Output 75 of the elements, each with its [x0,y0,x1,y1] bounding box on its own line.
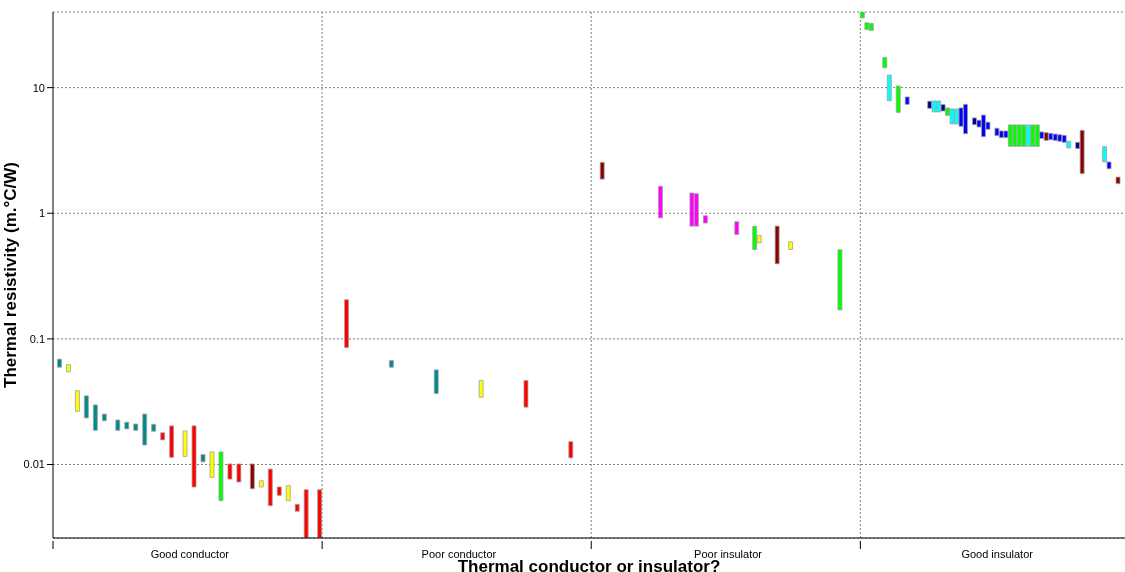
bar [227,463,233,480]
bar [101,413,107,422]
bar [886,74,892,102]
bar [788,241,793,250]
bar [344,299,349,348]
bar [868,23,874,31]
bar [1057,134,1063,142]
bar [1115,176,1121,185]
bar [66,364,71,373]
bar [864,22,870,30]
bar [169,425,174,458]
bar [895,85,901,113]
bar [940,104,946,112]
bar [182,430,188,457]
y-tick-label: 1 [38,207,45,220]
bar [702,215,708,224]
bar [1030,124,1036,147]
bar [658,185,663,219]
bar [133,423,139,431]
bar [904,96,910,105]
bar [151,423,157,432]
x-tick-label: Good conductor [150,548,230,560]
bar [931,100,937,113]
bar [1048,133,1054,141]
y-tick-label: 0.1 [29,332,45,345]
bar [1043,132,1049,141]
bar [209,451,215,478]
bar [1034,124,1040,147]
bar [433,369,439,394]
bar [1052,133,1058,141]
bar [994,127,1000,137]
bar [752,226,758,250]
bar [689,192,695,227]
bar [568,441,574,459]
bar [837,249,843,311]
bar [249,463,255,490]
bar [142,413,148,446]
y-tick-label: 0.01 [23,458,45,471]
bar [478,380,484,398]
bar [294,503,300,512]
bar [1079,129,1085,174]
bar [949,108,955,125]
y-axis-title: Thermal resistivity (m.°C/W) [1,162,21,388]
bar [200,454,206,463]
bar [523,380,529,408]
bar [599,162,605,180]
bar [317,489,323,538]
bar [84,395,89,419]
bar [124,421,130,430]
x-tick-label: Good insulator [961,548,1034,560]
x-tick-label: Poor insulator [694,548,763,560]
bar [303,489,309,538]
bar [115,419,121,431]
bar [285,485,291,502]
bar [75,390,80,412]
y-tick-label: 10 [32,81,45,94]
x-axis-title: Thermal conductor or insulator? [457,557,721,572]
bar [191,425,197,488]
bar [276,486,282,496]
bar [389,360,394,368]
bar [1021,124,1027,147]
bar [1012,124,1018,147]
bar [734,221,740,235]
bar [236,463,242,483]
bar [774,225,780,265]
bar [57,358,62,368]
bar [267,468,273,507]
bar [92,404,98,431]
bar [218,451,224,502]
bar [882,57,888,69]
bar [859,12,865,19]
bar [972,117,977,126]
bar [160,432,166,441]
bar [258,480,264,488]
x-tick-label: Poor conductor [421,548,497,560]
